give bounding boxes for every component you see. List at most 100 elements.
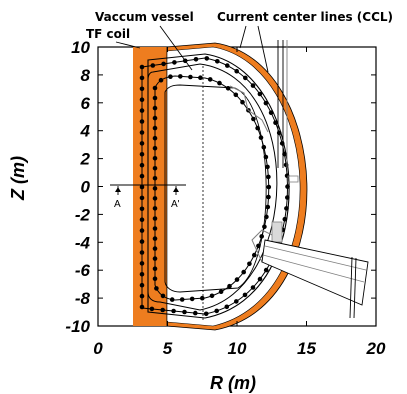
y-tick-label: 8 (81, 66, 91, 85)
ccl-marker (285, 184, 290, 189)
ccl-marker (139, 304, 145, 310)
ccl-marker (152, 115, 158, 121)
ccl-marker (139, 86, 145, 92)
ccl-marker (263, 267, 269, 273)
ccl-marker (189, 296, 195, 302)
ccl-marker (171, 308, 176, 314)
ccl-marker (266, 194, 271, 200)
y-axis-title: Z (m) (8, 156, 28, 201)
ccl-marker (152, 246, 158, 251)
ccl-marker (139, 217, 145, 222)
ccl-marker (242, 292, 248, 298)
ccl-marker (152, 256, 158, 261)
ccl-marker (152, 125, 158, 131)
ccl-marker (273, 120, 278, 125)
ccl-marker (247, 261, 252, 267)
ccl-marker (251, 116, 256, 122)
ccl-marker (240, 99, 245, 105)
ccl-marker (193, 57, 199, 62)
x-tick-label: 5 (163, 339, 173, 358)
ccl-marker (152, 156, 158, 161)
ccl-marker (139, 195, 145, 201)
ccl-marker (152, 226, 158, 231)
top-port (277, 40, 288, 168)
ccl-marker (225, 86, 231, 91)
ccl-marker (203, 311, 209, 317)
annotation-leaders (115, 25, 269, 73)
ccl-marker (188, 74, 193, 80)
ccl-marker (207, 77, 213, 82)
x-tick-label: 20 (366, 339, 386, 358)
ccl-marker (250, 285, 256, 290)
y-tick-label: 0 (81, 178, 91, 197)
ccl-marker (139, 141, 145, 146)
ccl-marker (139, 130, 145, 135)
cut-label-a-prime: A' (171, 199, 180, 210)
ccl-marker (139, 272, 145, 277)
ccl-marker (284, 206, 289, 211)
ccl-marker (152, 266, 158, 272)
ccl-marker (279, 141, 285, 146)
ccl-marker (217, 80, 222, 86)
ccl-marker (139, 293, 145, 299)
ccl-marker (139, 228, 145, 233)
ccl-marker (139, 119, 145, 124)
ccl-marker (214, 308, 219, 314)
ccl-marker (139, 184, 145, 190)
ccl-marker (262, 224, 267, 230)
ccl-marker (215, 59, 220, 64)
ccl-marker (227, 283, 232, 289)
ccl-marker (283, 162, 289, 168)
ccl-marker (169, 297, 175, 302)
ccl-marker (139, 75, 145, 81)
ccl-marker (179, 297, 185, 302)
x-axis-title: R (m) (210, 373, 256, 393)
ccl-marker (257, 276, 263, 282)
ccl-marker (252, 252, 257, 258)
y-tick-label: -6 (75, 261, 91, 280)
ccl-marker (139, 152, 145, 157)
ccl-marker (285, 195, 290, 200)
ccl-marker (204, 56, 210, 61)
ccl-marker (152, 85, 158, 91)
ccl-marker (139, 173, 145, 179)
y-tick-label: 10 (71, 38, 90, 57)
ccl-marker (139, 239, 145, 244)
y-tick-label: 4 (80, 122, 91, 141)
ccl-marker (139, 162, 145, 168)
ccl-marker (209, 293, 215, 299)
ccl-marker (243, 75, 248, 81)
ccl-marker (139, 250, 145, 255)
y-tick-label: 2 (80, 150, 91, 169)
ccl-marker (160, 293, 166, 299)
ccl-marker (152, 206, 158, 211)
x-tick-label: 0 (93, 339, 103, 358)
ccl-marker (154, 286, 159, 291)
y-tick-label: -4 (75, 233, 91, 252)
ccl-marker (139, 64, 145, 70)
ccl-marker (257, 91, 263, 97)
ccl-marker (268, 110, 274, 115)
y-tick-label: -10 (65, 317, 90, 336)
ccl-marker (139, 282, 145, 288)
vessel-outer-wall (147, 53, 290, 319)
ccl-marker (139, 108, 145, 113)
ccl-marker (152, 236, 158, 241)
ccl-marker (152, 95, 158, 101)
tf-coil-label: TF coil (86, 27, 130, 41)
ccl-marker (168, 74, 173, 79)
y-tick-label: -2 (75, 205, 91, 224)
ccl-marker (139, 97, 145, 102)
ccl-marker (193, 310, 198, 316)
ccl-marker (158, 77, 164, 83)
ccl-marker (152, 166, 158, 171)
ccl-markers (139, 56, 290, 317)
ccl-marker (139, 206, 145, 212)
ccl-marker (218, 289, 224, 295)
tf-coil-inner-leg (133, 47, 167, 326)
ccl-marker (224, 304, 230, 310)
y-tick-label: -8 (75, 289, 91, 308)
